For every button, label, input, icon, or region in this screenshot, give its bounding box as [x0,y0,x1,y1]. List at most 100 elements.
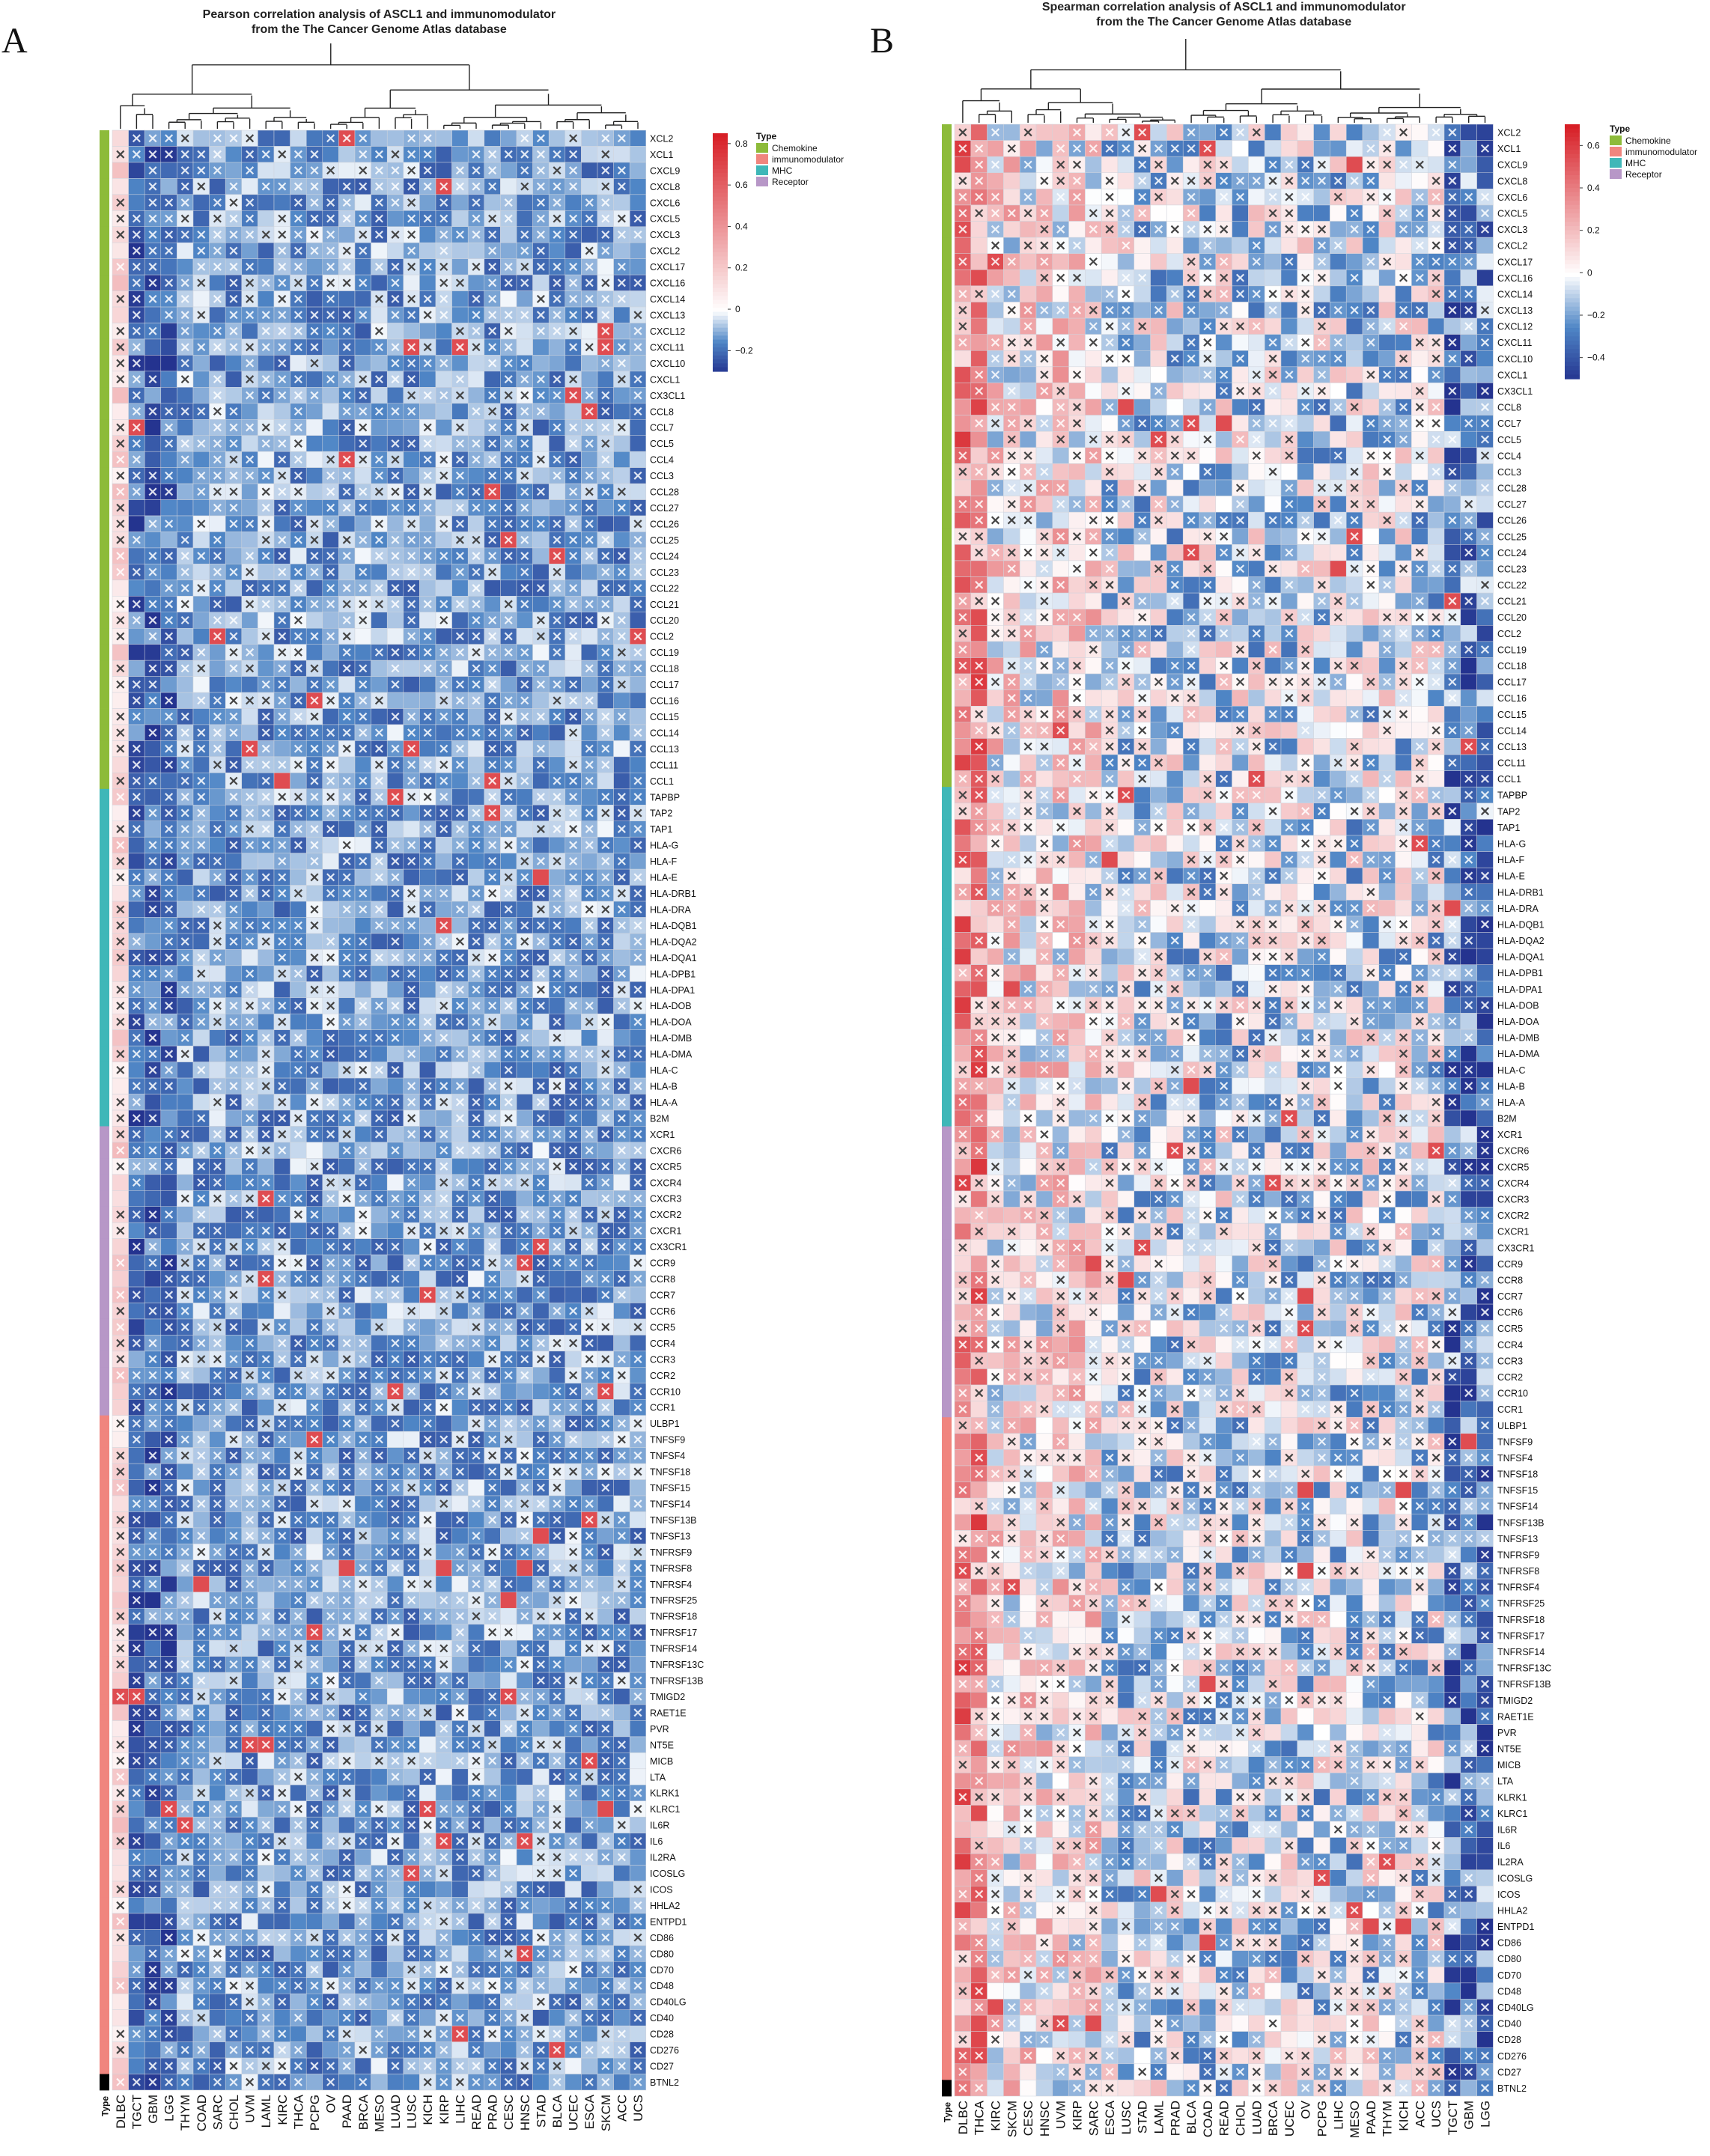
heatmap-cell [613,1174,630,1191]
type-cell [100,853,109,870]
heatmap-cell [386,724,404,741]
nonsignificant-mark [488,150,497,159]
nonsignificant-mark [310,198,319,207]
type-cell [100,1303,109,1320]
nonsignificant-mark [180,214,189,223]
heatmap-cell [305,1029,323,1047]
nonsignificant-mark [180,150,189,159]
heatmap-cell [144,820,162,838]
heatmap-cell [629,1029,647,1047]
heatmap-cell [613,435,630,452]
nonsignificant-mark [148,134,157,143]
heatmap-cell [192,371,210,388]
nonsignificant-mark [439,182,448,191]
nonsignificant-mark [213,198,222,207]
heatmap-cell [112,1174,129,1191]
heatmap-cell [532,1013,550,1030]
heatmap-cell [371,499,388,517]
heatmap-cell [484,194,501,211]
heatmap-cell [532,1303,550,1320]
heatmap-cell [192,1094,210,1111]
heatmap-cell [548,1270,566,1288]
heatmap-cell [225,387,243,404]
heatmap-cell [629,419,647,436]
heatmap-cell [371,981,388,999]
type-cell [100,1142,109,1159]
type-cell [100,2009,109,2026]
panel-label: A [1,21,28,61]
heatmap-cell [322,387,339,404]
heatmap-cell [516,323,533,340]
heatmap-cells [112,130,647,2091]
type-cell [100,1335,109,1352]
nonsignificant-mark [293,198,302,207]
heatmap-cell [403,868,420,886]
nonsignificant-mark [601,134,610,143]
heatmap-cell [305,419,323,436]
heatmap-cell [467,756,485,773]
type-cell [100,210,109,228]
heatmap-cell [371,1142,388,1159]
heatmap-cell [258,130,275,147]
heatmap-cell [128,660,145,677]
heatmap-cell [386,773,404,790]
heatmap-cell [322,612,339,629]
heatmap-cell [371,1206,388,1223]
heatmap-cell [403,933,420,950]
type-cell [100,1447,109,1464]
heatmap-cell [581,162,598,179]
type-cell [100,1576,109,1593]
heatmap-cell [112,1431,129,1448]
heatmap-cell [209,1109,226,1127]
heatmap-cell [419,1062,436,1079]
heatmap-cell [629,1062,647,1079]
heatmap-cell [435,579,452,597]
heatmap-cell [128,515,145,532]
heatmap-cell [305,499,323,517]
heatmap-cell [305,1303,323,1320]
heatmap-cell [209,644,226,661]
type-cell [100,933,109,950]
type-cell [100,1383,109,1400]
nonsignificant-mark [246,150,255,159]
heatmap-cell [435,836,452,853]
type-cell [100,1672,109,1689]
heatmap-cell [386,1126,404,1143]
type-cell [100,2074,109,2091]
heatmap-cell [354,1318,371,1336]
type-cell [100,564,109,581]
heatmap-cell [451,194,469,211]
heatmap-cell [128,644,145,661]
heatmap-cell [305,612,323,629]
nonsignificant-mark [472,150,481,159]
heatmap-cell [467,788,485,806]
heatmap-cell [192,676,210,693]
heatmap-cell [160,1029,177,1047]
heatmap-cell [451,1062,469,1079]
heatmap-cell [548,724,566,741]
heatmap-cell [192,355,210,372]
heatmap-cell [128,1318,145,1336]
heatmap-cell [532,338,550,356]
nonsignificant-mark [359,150,368,159]
nonsignificant-mark [601,150,610,159]
heatmap-cell [581,676,598,693]
type-cell [100,740,109,758]
heatmap-cell [403,805,420,821]
heatmap-cell [354,290,371,308]
heatmap-cell [144,419,162,436]
nonsignificant-mark [553,198,562,207]
heatmap-cell [613,740,630,758]
type-cell [100,403,109,420]
heatmap-cell [225,146,243,163]
heatmap-cell [160,1174,177,1191]
type-cell [100,1206,109,1223]
nonsignificant-mark [229,198,238,207]
heatmap-cell [565,644,582,661]
nonsignificant-mark [246,198,255,207]
heatmap-cell [386,1254,404,1271]
heatmap-cell [629,242,647,259]
heatmap-cell [419,274,436,291]
heatmap-cell [338,290,356,308]
heatmap-cell [548,130,566,147]
